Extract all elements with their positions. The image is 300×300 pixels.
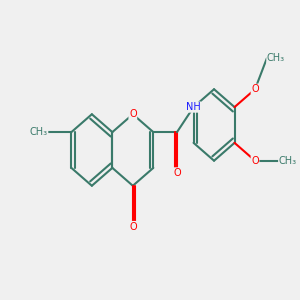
Text: O: O (129, 109, 137, 119)
Text: NH: NH (186, 102, 201, 112)
Text: CH₃: CH₃ (267, 53, 285, 63)
Text: O: O (173, 168, 181, 178)
Text: CH₃: CH₃ (30, 127, 48, 137)
Text: O: O (129, 221, 137, 232)
Text: O: O (251, 84, 259, 94)
Text: CH₃: CH₃ (279, 156, 297, 166)
Text: O: O (251, 156, 259, 166)
